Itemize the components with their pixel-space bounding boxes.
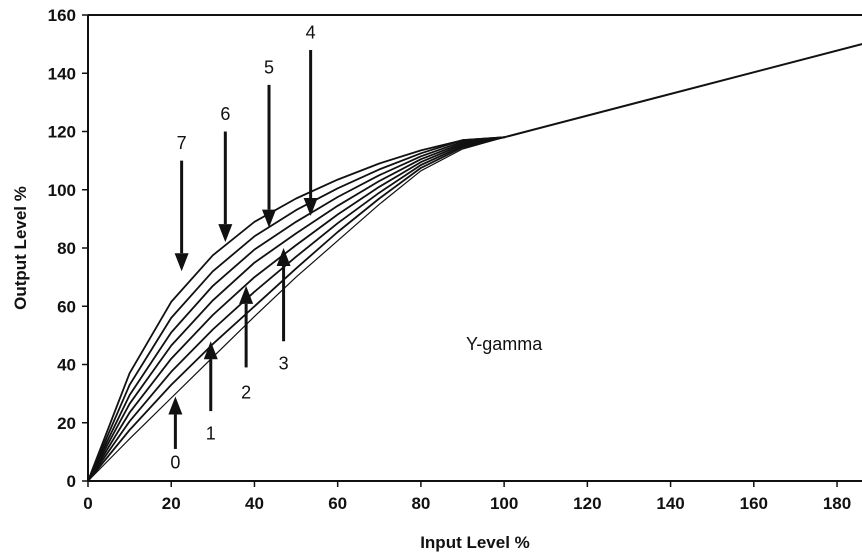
- labels-layer: Input Level % Output Level % Y-gamma 0 1 2 3 4 5…: [11, 22, 543, 552]
- series-line-3: [87, 136, 505, 482]
- arrow-label-4: 4: [306, 22, 316, 42]
- series-line-6: [87, 136, 505, 482]
- y-axis-title: Output Level %: [11, 186, 30, 310]
- y-tick-label: 160: [48, 6, 76, 25]
- series-line-2: [87, 136, 505, 482]
- arrow-head-7: [174, 253, 189, 272]
- x-tick-label: 80: [411, 494, 430, 513]
- x-tick-label: 20: [162, 494, 181, 513]
- x-tick-label: 120: [573, 494, 601, 513]
- arrow-label-0: 0: [170, 453, 180, 473]
- y-tick-label: 40: [57, 356, 76, 375]
- y-tick-label: 20: [57, 414, 76, 433]
- series-line-0: [87, 136, 505, 482]
- series-line-4: [87, 136, 505, 482]
- y-tick-label: 80: [57, 239, 76, 258]
- x-axis-title: Input Level %: [420, 533, 530, 552]
- arrow-head-0: [168, 396, 183, 415]
- annotation-label: Y-gamma: [466, 334, 543, 354]
- arrow-head-5: [262, 209, 277, 228]
- y-tick-label: 140: [48, 64, 76, 83]
- arrow-head-3: [276, 248, 291, 266]
- arrow-head-4: [303, 197, 318, 216]
- y-tick-label: 100: [48, 181, 76, 200]
- series-line-common: [503, 43, 862, 139]
- arrows-layer: [168, 49, 318, 449]
- x-tick-label: 40: [245, 494, 264, 513]
- series-line-1: [87, 136, 505, 482]
- arrow-label-3: 3: [279, 354, 289, 374]
- series-line-5: [87, 136, 505, 482]
- x-tick-label: 160: [740, 494, 768, 513]
- x-tick-label: 100: [490, 494, 518, 513]
- series-layer: [87, 43, 862, 482]
- arrow-label-6: 6: [220, 104, 230, 124]
- arrow-label-1: 1: [206, 423, 216, 443]
- series-line-7: [87, 136, 505, 482]
- y-tick-label: 120: [48, 123, 76, 142]
- arrow-head-6: [218, 224, 233, 243]
- y-tick-label: 60: [57, 297, 76, 316]
- arrow-label-7: 7: [177, 133, 187, 153]
- x-tick-label: 180: [823, 494, 851, 513]
- x-tick-label: 140: [656, 494, 684, 513]
- arrow-label-2: 2: [241, 383, 251, 403]
- arrow-head-1: [203, 341, 218, 360]
- x-tick-label: 0: [83, 494, 92, 513]
- arrow-label-5: 5: [264, 57, 274, 77]
- x-tick-label: 60: [328, 494, 347, 513]
- arrow-head-2: [239, 285, 254, 304]
- y-tick-label: 0: [67, 472, 76, 491]
